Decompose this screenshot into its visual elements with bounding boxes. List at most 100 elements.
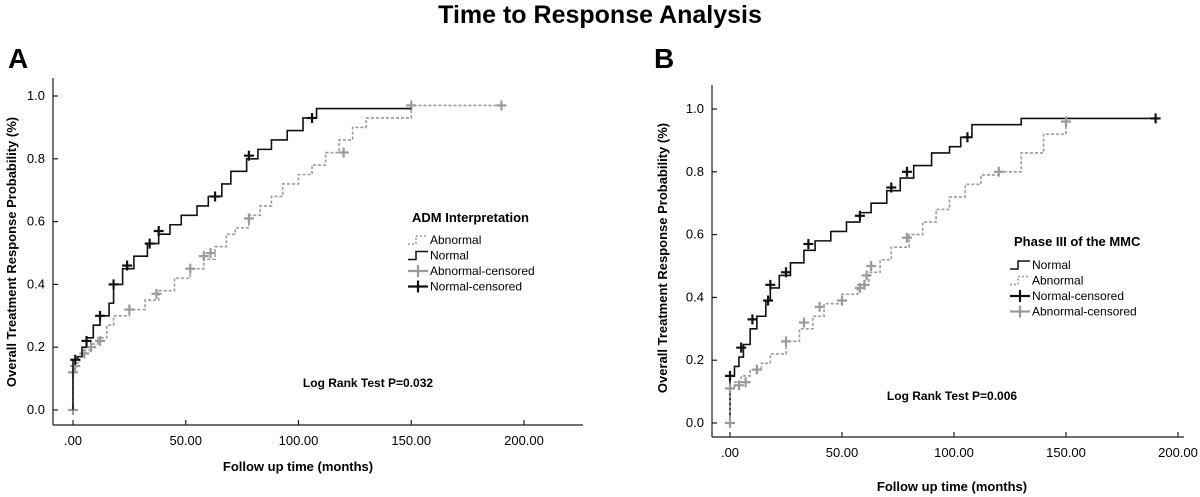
panel-a-x-tick-label: 100.00 (279, 433, 319, 448)
panel-b-abnormal-censor-mark (798, 317, 809, 328)
panel-b-x-tick-label: 150.00 (1046, 445, 1086, 460)
panel-b-legend-entry: Abnormal (1010, 274, 1083, 288)
panel-b-abnormal-censor-mark (993, 166, 1004, 177)
panel-a-abnormal-censor-mark (496, 100, 507, 111)
panel-b-normal-censor-mark (803, 239, 814, 250)
panel-a-y-tick-label: 0.8 (27, 151, 45, 166)
panel-a-x-axis-title: Follow up time (months) (223, 459, 373, 474)
panel-b-legend-entry: Abnormal-censored (1010, 305, 1137, 319)
panel-a-x-tick-label: 200.00 (504, 433, 544, 448)
panel-b-normal-curve (729, 117, 1156, 423)
panel-b-y-tick-label: 0.0 (686, 415, 704, 430)
panel-b-x-tick-label: 100.00 (934, 445, 974, 460)
panel-a-y-tick-label: 0.4 (27, 276, 45, 291)
panel-a-y-tick-label: 1.0 (27, 88, 45, 103)
panel-b-x-tick-label: 200.00 (1158, 445, 1198, 460)
panel-b-normal-censor-mark (747, 314, 758, 325)
panel-b-normal-censor-mark (725, 370, 735, 381)
panel-b-x-tick-label: 50.00 (826, 445, 859, 460)
panel-b-abnormal-censor-mark (740, 377, 751, 388)
panel-b-legend-entry: Normal-censored (1010, 289, 1124, 303)
panel-a-abnormal-censor-mark (124, 304, 135, 315)
panel-a-abnormal-censor-mark (86, 342, 97, 353)
panel-a-abnormal-censor-mark (198, 251, 209, 262)
panel-b-abnormal-censor-mark (814, 301, 825, 312)
panel-b-legend-label: Abnormal-censored (1032, 305, 1137, 319)
panel-b-abnormal-curve (729, 121, 1067, 423)
panel-b-normal-censor-mark (763, 295, 774, 306)
panel-a-normal-censor-mark (210, 191, 221, 202)
panel-a-normal-censor-mark (144, 238, 155, 249)
panel-b-normal-censor-mark (962, 132, 973, 143)
panel-a-normal-censor-mark (307, 112, 318, 123)
panel-b-y-tick-label: 0.8 (686, 164, 704, 179)
panel-b-normal-censor-mark (886, 182, 897, 193)
panel-b-abnormal-censor-mark (861, 270, 872, 281)
panel-a-legend-label: Normal-censored (430, 280, 522, 294)
panel-a-normal-censor-mark (243, 150, 254, 161)
panel-a-legend-title: ADM Interpretation (412, 210, 529, 225)
panel-b-y-tick-label: 0.6 (686, 227, 704, 242)
panel-b-normal-censor-mark (781, 267, 791, 278)
panel-b-legend-label: Normal-censored (1032, 289, 1124, 303)
panel-b-abnormal-censor-mark (725, 418, 735, 428)
panel-a-y-tick-label: 0.6 (27, 214, 45, 229)
panel-b-abnormal-censor-mark (866, 261, 877, 271)
panel-b-normal-censor-mark (736, 342, 747, 353)
panel-a-letter: A (8, 43, 28, 74)
panel-b-y-axis-title: Overall Treatment Response Probability (… (655, 123, 670, 393)
panel-a-abnormal-censor-mark (185, 263, 196, 274)
panel-b-letter: B (654, 43, 674, 74)
panel-b-normal-censor-mark (765, 279, 776, 290)
panel-b-y-tick-label: 0.2 (686, 352, 704, 367)
panel-b-normal-censor-mark (1150, 113, 1161, 124)
panel-a-y-tick-label: 0.0 (27, 402, 45, 417)
panel-b-normal-censor-mark (854, 210, 865, 221)
panel-a-x-tick-label: 150.00 (391, 433, 431, 448)
panel-b-abnormal-censor-mark (733, 380, 744, 391)
panel-a-legend-entry: Normal (408, 249, 469, 263)
panel-a-normal-censor-mark (95, 310, 106, 321)
panel-a-normal-censor-mark (70, 354, 81, 365)
panel-a-normal-censor-mark (108, 279, 119, 290)
panel-b-legend-entry: Normal (1010, 258, 1071, 272)
panel-b-legend-title: Phase III of the MMC (1014, 234, 1141, 249)
panel-b-chart: B 0.0 0.2 0.4 0.6 0.8 1.0 .00 50.00 100.00 150.00 2… (654, 43, 1198, 494)
panel-b-abnormal-censor-mark (1061, 116, 1071, 127)
panel-a-abnormal-censor-mark (79, 348, 90, 359)
panel-a-normal-censor-mark (81, 335, 92, 346)
panel-a-log-rank-annotation: Log Rank Test P=0.032 (303, 376, 433, 390)
panel-a-legend-label: Normal (430, 249, 469, 263)
panel-b-abnormal-censor-mark (837, 295, 847, 306)
panel-b-y-tick-label: 0.4 (686, 289, 704, 304)
panel-b-x-axis-title: Follow up time (months) (877, 479, 1027, 494)
panel-b-legend-label: Normal (1032, 258, 1071, 272)
panel-a-chart: A 0.0 0.2 0.4 0.6 0.8 1.0 .00 50.00 100.00 150.00 2… (4, 43, 583, 474)
panel-b-abnormal-censor-mark (859, 279, 870, 290)
panel-a-abnormal-censor-mark (243, 213, 254, 224)
panel-b-abnormal-censor-mark (751, 364, 762, 375)
panel-b-abnormal-censor-mark (725, 383, 735, 394)
panel-a-legend-label: Abnormal-censored (430, 264, 535, 278)
panel-a-abnormal-censor-mark (338, 147, 349, 158)
panel-a-abnormal-censor-mark (151, 288, 162, 299)
panel-a-x-tick-label: 50.00 (169, 433, 202, 448)
panel-a-abnormal-censor-mark (205, 248, 216, 258)
panel-a-y-tick-label: 0.2 (27, 339, 45, 354)
panel-a-y-axis-title: Overall Treatment Response Probability (… (4, 117, 19, 387)
panel-b-y-tick-label: 1.0 (686, 101, 704, 116)
panel-b-abnormal-censor-mark (781, 336, 791, 347)
panel-a-normal-censor-mark (122, 260, 133, 271)
panel-a-legend-label: Abnormal (430, 233, 481, 247)
panel-b-legend-label: Abnormal (1032, 274, 1083, 288)
panel-b-log-rank-annotation: Log Rank Test P=0.006 (887, 389, 1017, 403)
panel-a-legend-entry: Abnormal (408, 233, 481, 247)
panel-a-x-tick-label: .00 (64, 433, 82, 448)
panel-b-x-tick-label: .00 (721, 445, 739, 460)
panel-b-normal-censor-mark (901, 166, 912, 177)
panel-a-normal-censor-mark (153, 226, 164, 237)
main-title: Time to Response Analysis (438, 1, 762, 29)
panel-a-abnormal-censor-mark (95, 335, 106, 346)
panel-a-legend-entry: Abnormal-censored (408, 264, 535, 278)
panel-a-normal-curve (72, 107, 412, 410)
